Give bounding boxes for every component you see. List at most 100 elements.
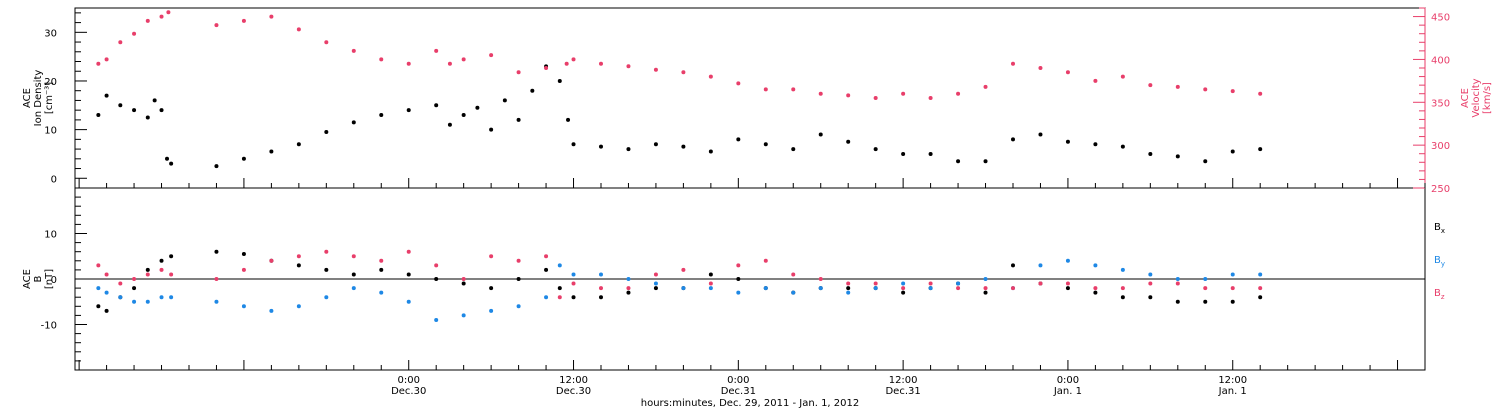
velocity-point (626, 64, 631, 69)
by-point (145, 299, 150, 304)
bz-point (406, 249, 411, 254)
bx-point (1120, 295, 1125, 300)
bz-point (736, 263, 741, 268)
bx-point (351, 272, 356, 277)
bz-point (626, 286, 631, 291)
x-tick-time-label: 12:00 (559, 375, 588, 386)
by-point (956, 281, 961, 286)
density-point (1175, 154, 1180, 159)
bx-point (1258, 295, 1263, 300)
by-point (489, 308, 494, 313)
density-point (475, 105, 480, 110)
density-point (516, 117, 521, 122)
velocity-point (598, 61, 603, 66)
field-axis-label: B (33, 275, 44, 282)
velocity-tick-label: 400 (1431, 55, 1450, 66)
by-point (983, 277, 988, 281)
density-point (1010, 137, 1015, 142)
velocity-point (132, 31, 137, 36)
field-tick-label: 10 (44, 230, 57, 241)
velocity-axis-label: [km/s] (1482, 82, 1493, 114)
by-point (846, 290, 851, 295)
bz-point (159, 267, 164, 272)
density-panel-frame (74, 7, 1426, 189)
bz-point (901, 286, 906, 291)
density-point (461, 113, 466, 118)
bx-point (379, 267, 384, 272)
density-tick-label: 0 (51, 174, 57, 185)
bx-point (1148, 295, 1153, 300)
velocity-point (1175, 84, 1180, 89)
bx-point (983, 290, 988, 295)
velocity-point (1010, 61, 1015, 66)
velocity-point (516, 70, 521, 75)
velocity-tick-label: 350 (1431, 98, 1450, 109)
density-point (566, 117, 571, 122)
bz-point (118, 281, 123, 286)
density-point (626, 147, 631, 152)
velocity-point (681, 70, 686, 75)
density-point (1093, 142, 1098, 147)
velocity-point (447, 61, 452, 66)
bz-point (296, 254, 301, 259)
density-point (406, 108, 411, 113)
x-tick-date-label: Dec.30 (391, 386, 426, 397)
density-point (1038, 132, 1043, 137)
bz-point (1093, 286, 1098, 291)
density-point (351, 120, 356, 125)
x-tick-date-label: Dec.31 (885, 386, 920, 397)
bx-point (406, 272, 411, 277)
bz-point (818, 277, 823, 281)
bx-point (1065, 286, 1070, 291)
bz-point (846, 281, 851, 286)
by-point (1065, 258, 1070, 263)
bx-point (96, 304, 101, 309)
legend-by: By (1434, 255, 1445, 268)
velocity-point (166, 10, 171, 15)
velocity-point (956, 91, 961, 96)
by-point (406, 299, 411, 304)
bz-point (763, 258, 768, 263)
bz-point (681, 267, 686, 272)
bz-point (145, 272, 150, 277)
density-point (818, 132, 823, 137)
density-point (1230, 149, 1235, 154)
velocity-point (379, 57, 384, 62)
bx-point (571, 295, 576, 300)
by-point (104, 290, 109, 295)
density-point (118, 103, 123, 108)
bz-point (1148, 281, 1153, 286)
bx-point (544, 267, 549, 272)
by-point (544, 295, 549, 300)
by-point (241, 304, 246, 309)
by-point (571, 272, 576, 277)
bx-point (557, 286, 562, 291)
density-point (502, 98, 507, 103)
bz-point (1203, 286, 1208, 291)
density-point (928, 151, 933, 156)
density-point (132, 108, 137, 113)
bz-point (791, 272, 796, 277)
by-point (1175, 277, 1180, 281)
by-point (296, 304, 301, 309)
field-axis-label: [nT] (44, 269, 55, 289)
by-point (681, 286, 686, 291)
by-point (818, 286, 823, 291)
bx-point (1230, 299, 1235, 304)
velocity-point (901, 91, 906, 96)
density-point (846, 139, 851, 144)
density-point (557, 78, 562, 83)
density-point (96, 113, 101, 118)
velocity-point (296, 27, 301, 32)
density-point (653, 142, 658, 147)
velocity-point (324, 40, 329, 45)
density-point (1120, 144, 1125, 149)
legend-bx: Bx (1434, 222, 1445, 235)
bx-point (324, 267, 329, 272)
by-point (1093, 263, 1098, 268)
velocity-tick-label: 300 (1431, 141, 1450, 152)
density-point (708, 149, 713, 154)
bz-point (516, 258, 521, 263)
velocity-tick-label: 450 (1431, 13, 1450, 24)
